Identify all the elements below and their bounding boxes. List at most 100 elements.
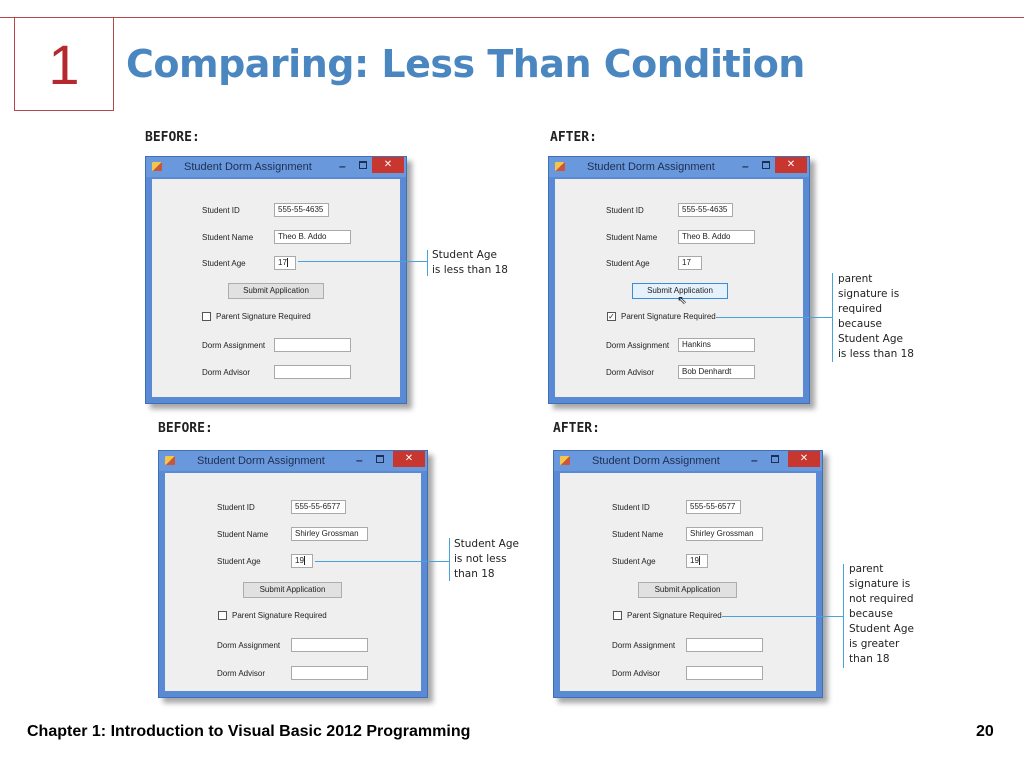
annotation-leader-line [298,261,427,262]
chapter-number: 1 [48,33,80,96]
student-name-input[interactable]: Theo B. Addo [678,230,755,244]
form-client: Student ID 555-55-6577 Student Name Shir… [165,473,421,691]
student-id-label: Student ID [202,206,240,215]
after-heading-2: AFTER: [553,421,600,436]
dorm-advisor-label: Dorm Advisor [606,368,655,377]
footer-chapter: Chapter 1: Introduction to Visual Basic … [27,723,471,740]
annotation-line: because [838,318,882,330]
window-title: Student Dorm Assignment [592,455,720,467]
student-age-input[interactable]: 19 [291,554,313,568]
maximize-button[interactable] [771,455,779,463]
student-name-input[interactable]: Theo B. Addo [274,230,351,244]
annotation-after-1: parent signature is required because Stu… [838,272,914,362]
maximize-button[interactable] [762,161,770,169]
text-caret [303,556,305,566]
minimize-button[interactable]: – [339,159,346,173]
page-number: 20 [976,723,994,740]
app-icon [560,456,570,465]
annotation-line: not required [849,593,914,605]
annotation-line: than 18 [454,568,495,580]
annotation-line: signature is [838,288,900,300]
dorm-assignment-label: Dorm Assignment [217,641,281,650]
annotation-line: signature is [849,578,911,590]
student-id-input[interactable]: 555-55-4635 [678,203,733,217]
student-age-label: Student Age [612,557,656,566]
student-name-label: Student Name [217,530,269,539]
form-client: Student ID 555-55-6577 Student Name Shir… [560,473,816,691]
window-title: Student Dorm Assignment [587,161,715,173]
dorm-assignment-label: Dorm Assignment [612,641,676,650]
parent-signature-label: Parent Signature Required [627,611,722,620]
student-age-value: 17 [278,258,287,267]
title-rule [0,17,1024,18]
minimize-button[interactable]: – [356,453,363,467]
annotation-after-2: parent signature is not required because… [849,562,914,667]
annotation-before-1: Student Age is less than 18 [432,248,508,278]
annotation-line: is greater [849,638,900,650]
annotation-line: because [849,608,893,620]
student-name-input[interactable]: Shirley Grossman [291,527,368,541]
window-titlebar: Student Dorm Assignment – ✕ [159,451,427,471]
dorm-advisor-output[interactable] [686,666,763,680]
dorm-advisor-output[interactable] [274,365,351,379]
student-name-label: Student Name [612,530,664,539]
dorm-advisor-label: Dorm Advisor [217,669,266,678]
dorm-assignment-label: Dorm Assignment [606,341,670,350]
student-age-input[interactable]: 19 [686,554,708,568]
window-before-1: Student Dorm Assignment – ✕ Student ID 5… [145,156,407,404]
close-button[interactable]: ✕ [775,157,807,173]
dorm-advisor-output[interactable]: Bob Denhardt [678,365,755,379]
student-name-input[interactable]: Shirley Grossman [686,527,763,541]
maximize-button[interactable] [359,161,367,169]
annotation-line: Student Age [454,538,519,550]
window-titlebar: Student Dorm Assignment – ✕ [554,451,822,471]
parent-signature-checkbox[interactable] [202,312,211,321]
before-heading-1: BEFORE: [145,130,200,145]
close-button[interactable]: ✕ [372,157,404,173]
slide-title: Comparing: Less Than Condition [126,42,805,86]
student-age-input[interactable]: 17 [678,256,702,270]
student-id-label: Student ID [612,503,650,512]
window-after-1: Student Dorm Assignment – ✕ Student ID 5… [548,156,810,404]
annotation-leader-line [722,616,843,617]
parent-signature-checkbox[interactable]: ✓ [607,312,616,321]
student-age-value: 19 [295,556,304,565]
submit-application-button[interactable]: Submit Application [228,283,324,299]
app-icon [555,162,565,171]
submit-application-button[interactable]: Submit Application [243,582,342,598]
dorm-assignment-output[interactable] [274,338,351,352]
dorm-assignment-output[interactable] [686,638,763,652]
parent-signature-checkbox[interactable] [218,611,227,620]
minimize-button[interactable]: – [742,159,749,173]
annotation-leader-line [716,317,832,318]
minimize-button[interactable]: – [751,453,758,467]
submit-application-button[interactable]: Submit Application [632,283,728,299]
annotation-line: than 18 [849,653,890,665]
student-id-label: Student ID [217,503,255,512]
student-name-label: Student Name [606,233,658,242]
annotation-bracket [449,538,450,581]
dorm-advisor-output[interactable] [291,666,368,680]
student-age-label: Student Age [217,557,261,566]
dorm-assignment-output[interactable]: Hankins [678,338,755,352]
maximize-button[interactable] [376,455,384,463]
dorm-assignment-output[interactable] [291,638,368,652]
student-name-label: Student Name [202,233,254,242]
chapter-number-box: 1 [14,17,114,111]
form-client: Student ID 555-55-4635 Student Name Theo… [555,179,803,397]
window-titlebar: Student Dorm Assignment – ✕ [146,157,406,177]
before-heading-2: BEFORE: [158,421,213,436]
after-heading-1: AFTER: [550,130,597,145]
submit-application-button[interactable]: Submit Application [638,582,737,598]
student-id-input[interactable]: 555-55-6577 [291,500,346,514]
student-id-input[interactable]: 555-55-4635 [274,203,329,217]
close-button[interactable]: ✕ [788,451,820,467]
annotation-leader-line [315,561,449,562]
student-age-value: 19 [690,556,699,565]
student-age-input[interactable]: 17 [274,256,296,270]
annotation-line: required [838,303,882,315]
parent-signature-checkbox[interactable] [613,611,622,620]
close-button[interactable]: ✕ [393,451,425,467]
student-id-input[interactable]: 555-55-6577 [686,500,741,514]
window-title: Student Dorm Assignment [197,455,325,467]
